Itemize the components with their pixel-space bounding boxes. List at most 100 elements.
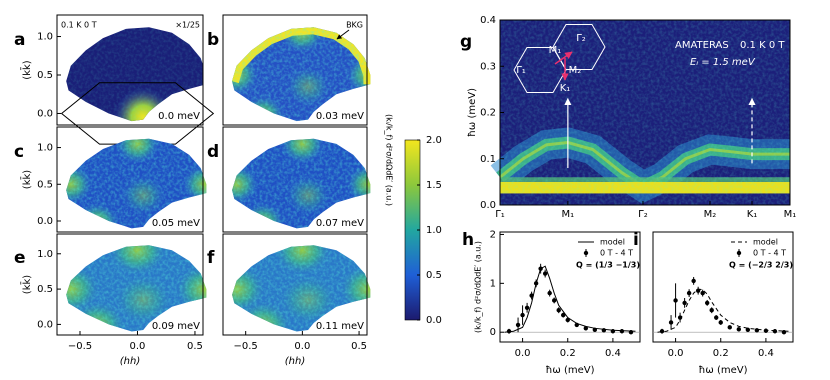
model-line	[504, 265, 636, 333]
x-tick-label: M₂	[704, 209, 717, 220]
panel-label: h	[462, 230, 474, 250]
x-tick-label: M₁	[784, 209, 797, 220]
data-point	[601, 328, 607, 333]
y-label: (kk̄)	[20, 60, 33, 79]
frame	[56, 126, 204, 233]
map-noise	[500, 20, 790, 205]
model-line	[657, 288, 789, 333]
map-noise	[232, 138, 367, 229]
x-label: (hh)	[120, 356, 140, 367]
data-point	[533, 281, 539, 286]
x-tick-label: −0.5	[234, 341, 258, 352]
y-tick-label: 0	[490, 327, 496, 338]
y-label: ħω (meV)	[467, 88, 478, 137]
data-point	[565, 317, 570, 323]
frame	[499, 231, 641, 343]
q-label: Q = (1/3 −1/3)	[576, 261, 640, 270]
map-noise	[66, 138, 203, 229]
x-label: ħω (meV)	[545, 365, 594, 376]
data-point	[772, 329, 778, 334]
data-point	[695, 288, 701, 293]
x-tick-label: 0.0	[515, 348, 531, 359]
data-point	[551, 298, 557, 303]
data-point	[538, 266, 543, 271]
data-point	[574, 322, 579, 328]
data-point	[727, 325, 732, 330]
colorbar-tick-label: 0.0	[426, 315, 442, 326]
data-point	[561, 312, 566, 318]
y-tick-label: 0.2	[480, 108, 496, 119]
colorbar-tick-label: 1.5	[426, 180, 442, 191]
legend-label: model	[753, 238, 778, 247]
inset-label: M₂	[569, 65, 582, 76]
data-point	[542, 271, 548, 276]
y-label: (kk̄)	[20, 275, 33, 294]
data-point	[714, 315, 719, 320]
inset-label: K₁	[560, 83, 571, 94]
data-point	[736, 327, 742, 332]
map-noise	[66, 27, 203, 122]
energy: 0.03 meV	[316, 111, 364, 122]
panel-label: f	[207, 248, 215, 268]
x-tick-label: M₁	[562, 209, 575, 220]
panel-label: i	[633, 230, 639, 250]
x-label: (hh)	[285, 356, 305, 367]
data-point	[673, 298, 678, 303]
energy: 0.09 meV	[152, 321, 200, 332]
energy: 0.0 meV	[158, 111, 200, 122]
data-point	[592, 327, 598, 332]
instrument: AMATERAS	[675, 40, 729, 51]
x-label: ħω (meV)	[698, 365, 747, 376]
legend-label: 0 T - 4 T	[600, 249, 633, 258]
frame	[222, 14, 368, 126]
bkg-arrow	[336, 29, 350, 40]
data-point	[763, 328, 769, 333]
scale-factor: ×1/25	[175, 21, 200, 30]
x-tick-label: K₁	[747, 209, 758, 220]
y-tick-label: 0.5	[37, 284, 53, 295]
x-tick-label: Γ₁	[495, 209, 505, 220]
data-point	[700, 290, 705, 296]
map-noise	[232, 27, 367, 122]
x-tick-label: 0.5	[187, 341, 203, 352]
data-point	[745, 327, 751, 332]
y-label: (kᵢ/k_f) d²σ/dΩdE′ (a.u.)	[474, 241, 483, 333]
frame	[222, 233, 368, 336]
data-point	[619, 329, 625, 334]
panel-label: c	[14, 142, 24, 162]
x-tick-label: 0.4	[758, 348, 774, 359]
data-point	[704, 300, 710, 306]
panel-label: e	[14, 248, 26, 268]
data-point	[520, 312, 525, 318]
colorbar-tick-label: 1.0	[426, 225, 442, 236]
condition: 0.1 K 0 T	[61, 21, 97, 30]
y-tick-label: 1	[490, 278, 496, 289]
data-point	[524, 305, 530, 310]
data-point	[556, 308, 561, 313]
data-point	[709, 308, 714, 313]
panel-label: d	[207, 142, 219, 162]
y-tick-label: 0.3	[480, 61, 496, 72]
inset-arrow	[554, 51, 573, 65]
data-point	[686, 290, 692, 296]
y-tick-label: 0.4	[480, 15, 496, 26]
x-tick-label: Γ₂	[638, 209, 648, 220]
data-point	[668, 320, 674, 325]
x-tick-label: 0.0	[130, 341, 146, 352]
y-tick-label: 0.0	[480, 200, 496, 211]
y-tick-label: 0.5	[37, 70, 53, 81]
y-tick-label: 1.0	[37, 32, 53, 43]
bkg-label: BKG	[346, 21, 363, 30]
data-point	[583, 326, 589, 331]
inset-hex	[552, 23, 606, 71]
x-tick-label: −0.5	[68, 341, 92, 352]
data-point	[529, 293, 534, 298]
y-label: (kk̄)	[20, 170, 33, 189]
frame	[56, 14, 204, 126]
legend-label: model	[600, 238, 625, 247]
data-point	[754, 328, 760, 333]
colorbar-tick-label: 0.5	[426, 270, 442, 281]
data-point	[610, 329, 616, 334]
panel-label: a	[14, 30, 25, 50]
